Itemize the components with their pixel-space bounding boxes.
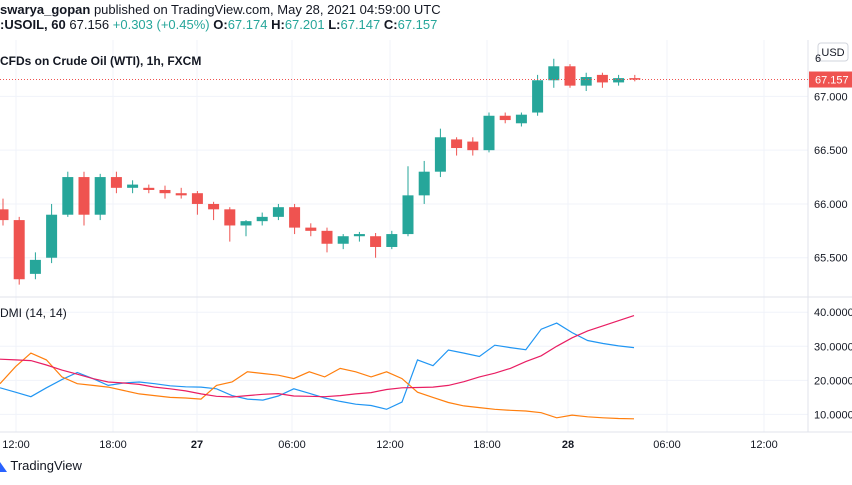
candle-body	[532, 80, 544, 113]
time-tick-label: 28	[562, 439, 574, 451]
change-text: +0.303 (+0.45%)	[112, 17, 210, 32]
candle-body	[370, 236, 382, 247]
candle-body	[46, 214, 58, 258]
tradingview-logo-icon	[0, 461, 7, 472]
high-label: H:	[271, 17, 285, 32]
tradingview-footer[interactable]: TradingView	[0, 458, 82, 480]
published-text: published on TradingView.com, May 28, 20…	[93, 2, 441, 17]
price-axis-partial-label: 6	[815, 53, 821, 65]
last-price-badge	[809, 71, 852, 88]
candle-body	[580, 77, 592, 86]
candle-body	[0, 209, 9, 221]
candle-body	[110, 177, 122, 188]
candle-body	[353, 234, 365, 237]
time-tick-label: 18:00	[473, 439, 501, 451]
currency-label: USD	[821, 47, 844, 59]
time-tick-label: 06:00	[653, 439, 681, 451]
candle-body	[629, 78, 641, 80]
candle-body	[564, 66, 576, 86]
last-price-text: 67.156	[69, 17, 110, 32]
dmi-lines	[0, 315, 635, 420]
dmi-tick-label: 30.0000	[814, 341, 852, 353]
low-label: L:	[328, 17, 341, 32]
chart-canvas[interactable]: CFDs on Crude Oil (WTI), 1h, FXCM USD 6 …	[0, 40, 852, 458]
price-candles	[0, 58, 808, 285]
author-name[interactable]: swarya_gopan	[0, 2, 91, 17]
candle-body	[62, 177, 74, 215]
low-value: 67.147	[340, 17, 381, 32]
high-value: 67.201	[284, 17, 325, 32]
price-tick-label: 66.500	[814, 145, 848, 157]
candle-body	[483, 115, 495, 151]
tradingview-brand: TradingView	[10, 458, 82, 473]
dmi-tick-label: 40.0000	[814, 307, 852, 319]
candle-body	[29, 259, 41, 274]
chart-header: swarya_gopan published on TradingView.co…	[0, 0, 852, 48]
candle-body	[386, 234, 398, 247]
time-tick-label: 12:00	[376, 439, 404, 451]
candle-body	[321, 230, 333, 244]
publish-info: swarya_gopan published on TradingView.co…	[0, 2, 441, 17]
candle-body	[418, 171, 430, 196]
price-pane-title: CFDs on Crude Oil (WTI), 1h, FXCM	[0, 54, 201, 68]
candle-body	[208, 203, 220, 210]
candle-body	[548, 66, 560, 81]
symbol-info: :USOIL, 60 67.156 +0.303 (+0.45%) O:67.1…	[0, 17, 437, 32]
candle-body	[224, 209, 236, 226]
candle-body	[451, 139, 463, 149]
candle-body	[191, 193, 203, 204]
candle-body	[434, 137, 446, 172]
price-axis-labels: 65.500 66.000 66.500 67.000 67.157	[809, 71, 852, 265]
price-tick-label: 66.000	[814, 199, 848, 211]
candle-body	[289, 207, 301, 228]
candle-body	[240, 221, 252, 226]
candle-body	[272, 207, 284, 217]
dmi-axis-labels: 10.0000 20.0000 30.0000 40.0000	[814, 307, 852, 421]
price-tick-label: 67.000	[814, 91, 848, 103]
grid-lines	[0, 40, 808, 432]
candle-body	[402, 195, 414, 235]
candle-body	[467, 141, 479, 151]
time-axis-labels: 12:00 18:00 27 06:00 12:00 18:00 28 06:00 12:00	[2, 439, 778, 451]
candle-body	[127, 184, 139, 188]
time-tick-label: 27	[191, 439, 203, 451]
plus-di-line	[0, 322, 635, 410]
candle-body	[337, 236, 349, 244]
candle-body	[613, 78, 625, 83]
candle-body	[159, 189, 171, 194]
time-tick-label: 18:00	[99, 439, 127, 451]
minus-di-line	[0, 352, 635, 420]
dmi-pane-title: DMI (14, 14)	[0, 306, 67, 320]
dmi-tick-label: 20.0000	[814, 375, 852, 387]
candle-body	[94, 177, 106, 215]
time-tick-label: 12:00	[2, 439, 30, 451]
symbol-name[interactable]: :USOIL, 60	[0, 17, 66, 32]
candle-body	[596, 74, 608, 83]
open-label: O:	[213, 17, 228, 32]
close-value: 67.157	[397, 17, 438, 32]
candle-body	[78, 177, 90, 215]
candle-body	[175, 193, 187, 196]
candle-body	[13, 220, 25, 280]
open-value: 67.174	[227, 17, 268, 32]
adx-line	[0, 315, 635, 398]
candle-body	[256, 216, 268, 222]
price-tick-label: 65.500	[814, 253, 848, 265]
candle-body	[143, 187, 155, 190]
time-tick-label: 06:00	[278, 439, 306, 451]
candle-body	[305, 227, 317, 231]
candle-body	[499, 115, 511, 121]
currency-badge[interactable]	[817, 42, 849, 62]
last-price-label: 67.157	[815, 75, 849, 87]
candle-body	[515, 114, 527, 124]
dmi-tick-label: 10.0000	[814, 409, 852, 421]
close-label: C:	[383, 17, 398, 32]
time-tick-label: 12:00	[750, 439, 778, 451]
